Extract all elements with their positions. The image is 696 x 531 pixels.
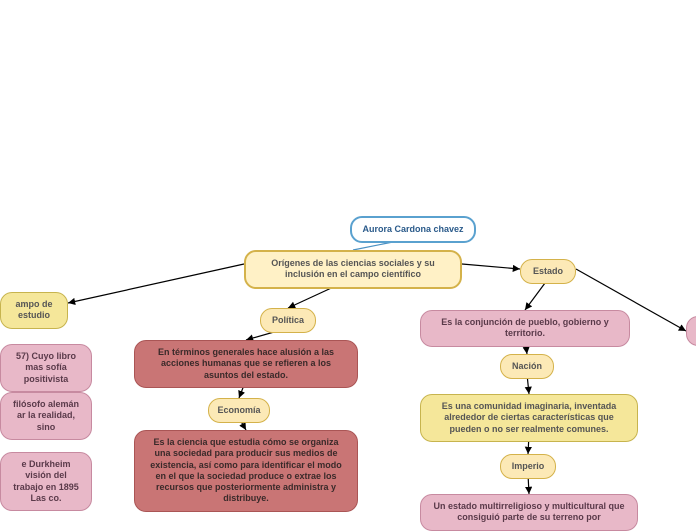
node-root: Orígenes de las ciencias sociales y su i…: [244, 250, 462, 289]
edge-root-campo: [68, 264, 244, 303]
node-nacion: Nación: [500, 354, 554, 379]
node-estado_desc: Es la conjunción de pueblo, gobierno y t…: [420, 310, 630, 347]
node-imperio_desc: Un estado multirreligioso y multicultura…: [420, 494, 638, 531]
node-right_cut: [686, 316, 696, 346]
node-politica_desc: En términos generales hace alusión a las…: [134, 340, 358, 388]
node-nacion_desc: Es una comunidad imaginaria, inventada a…: [420, 394, 638, 442]
node-left1: 57) Cuyo libro mas sofía positivista: [0, 344, 92, 392]
node-campo: ampo de estudio: [0, 292, 68, 329]
node-left2: filósofo alemán ar la realidad, sino: [0, 392, 92, 440]
node-author: Aurora Cardona chavez: [350, 216, 476, 243]
edge-root-estado: [462, 264, 520, 269]
node-imperio: Imperio: [500, 454, 556, 479]
node-politica: Política: [260, 308, 316, 333]
node-estado: Estado: [520, 259, 576, 284]
node-economia_desc: Es la ciencia que estudia cómo se organi…: [134, 430, 358, 512]
node-left3: e Durkheim visión del trabajo en 1895 La…: [0, 452, 92, 511]
node-economia: Economía: [208, 398, 270, 423]
